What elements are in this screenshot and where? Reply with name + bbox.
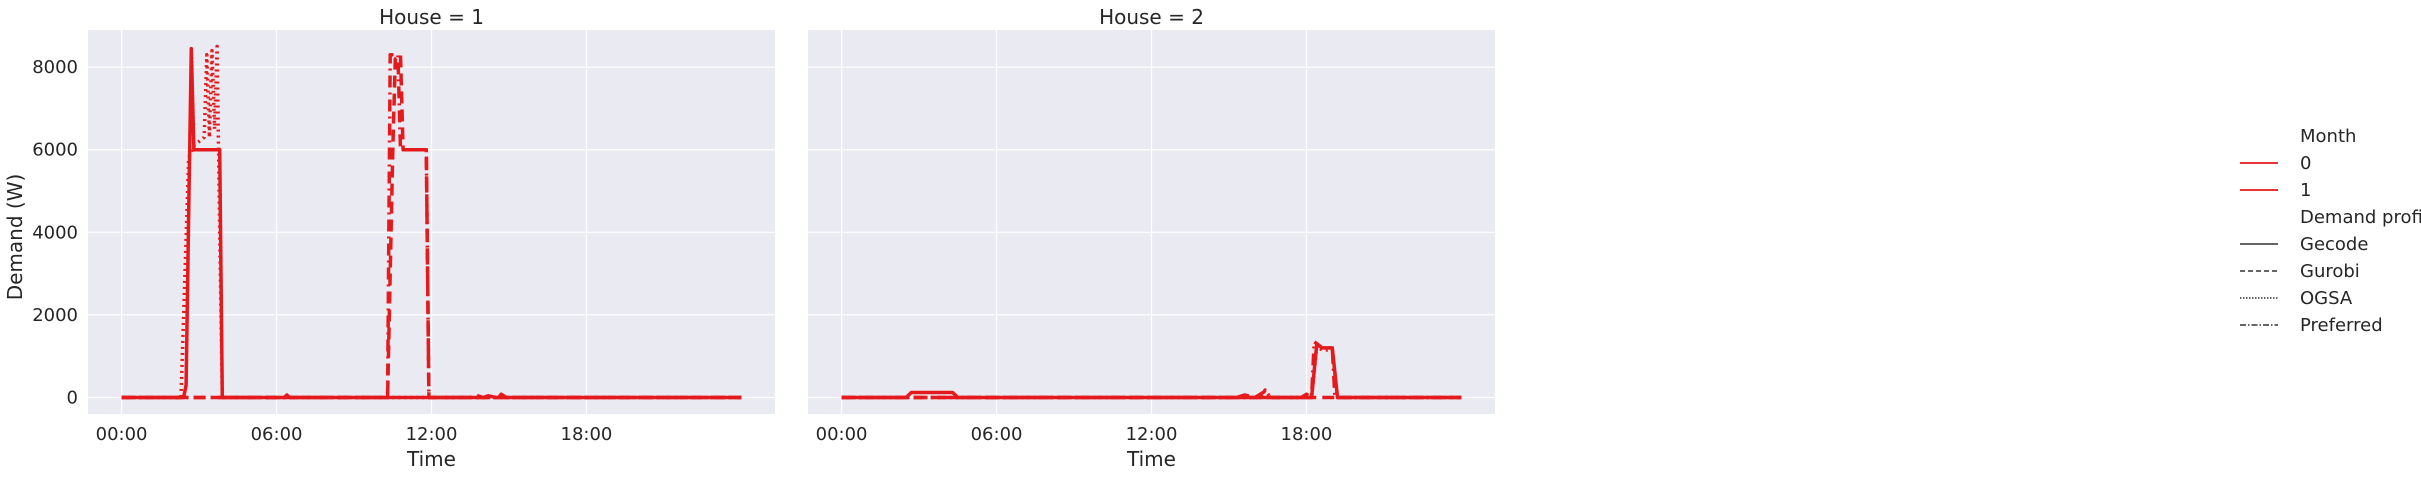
- series-line-ogsa: [121, 44, 742, 400]
- legend: Month 0 1 Demand profile Gecode Gurobi OGSA Pre…: [2240, 126, 2421, 336]
- x-tick-label: 12:00: [1126, 424, 1178, 445]
- legend-hue-title: Month: [2300, 126, 2356, 147]
- x-axis-label: Time: [406, 447, 456, 471]
- facet-panel-house-1: 00:00 06:00 12:00 18:00 0 2000 4000 6000 8000 Hou…: [32, 5, 775, 471]
- legend-entry-profile: Gecode: [2300, 234, 2368, 255]
- facet-title: House = 1: [379, 5, 484, 29]
- facet-title: House = 2: [1099, 5, 1204, 29]
- x-tick-label: 12:00: [406, 424, 458, 445]
- series-line-gurobi: [121, 53, 742, 400]
- legend-entry-month: 0: [2300, 153, 2311, 174]
- x-tick-label: 00:00: [96, 424, 148, 445]
- y-tick-label: 8000: [32, 57, 78, 78]
- x-axis-label: Time: [1126, 447, 1176, 471]
- legend-entry-month: 1: [2300, 180, 2311, 201]
- series-line-gurobi: [841, 389, 1462, 400]
- y-tick-label: 4000: [32, 222, 78, 243]
- y-tick-label: 6000: [32, 140, 78, 161]
- legend-style-title: Demand profile: [2300, 207, 2421, 228]
- legend-entry-profile: OGSA: [2300, 288, 2353, 309]
- facet-panel-house-2: 00:00 06:00 12:00 18:00 House = 2 Time: [808, 5, 1495, 471]
- x-tick-label: 18:00: [561, 424, 613, 445]
- x-tick-label: 00:00: [816, 424, 868, 445]
- legend-entry-profile: Gurobi: [2300, 261, 2360, 282]
- y-axis-label: Demand (W): [3, 174, 27, 301]
- x-tick-label: 18:00: [1281, 424, 1333, 445]
- series-line-preferred: [841, 339, 1462, 400]
- y-tick-label: 0: [67, 387, 78, 408]
- series-line-preferred: [121, 53, 742, 400]
- y-tick-label: 2000: [32, 305, 78, 326]
- x-tick-label: 06:00: [251, 424, 303, 445]
- x-tick-label: 06:00: [971, 424, 1023, 445]
- legend-entry-profile: Preferred: [2300, 315, 2383, 336]
- series-line-ogsa: [841, 344, 1462, 400]
